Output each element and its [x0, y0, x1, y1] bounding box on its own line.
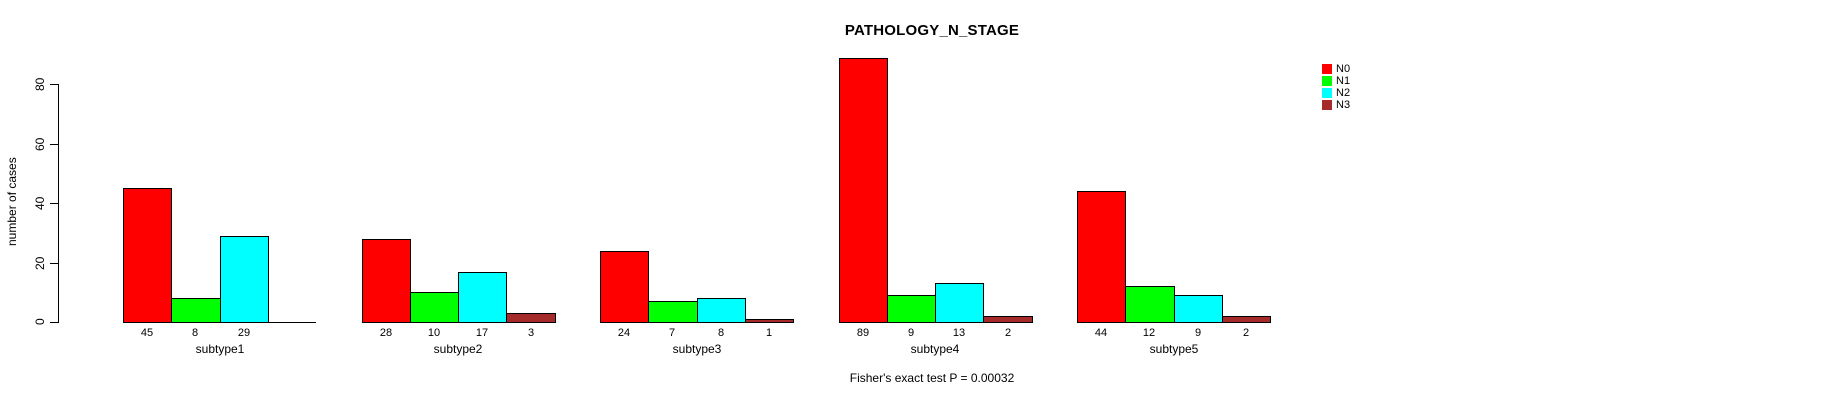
bar-N2-subtype1 — [220, 236, 269, 323]
bar-value-label: 9 — [1194, 327, 1202, 339]
y-axis-tick — [50, 263, 58, 264]
bar-N1-subtype4 — [887, 295, 936, 323]
legend-label: N1 — [1336, 74, 1351, 87]
y-axis-tick — [50, 84, 58, 85]
legend-item-N0: N0 — [1322, 63, 1350, 75]
legend: N0 N1 N2 N3 — [1322, 63, 1350, 111]
bar-value-label: 8 — [717, 327, 725, 339]
legend-swatch-N0 — [1322, 64, 1332, 74]
bar-N0-subtype5 — [1077, 191, 1126, 323]
y-axis-tick-label: 60 — [33, 137, 47, 151]
category-label: subtype4 — [910, 342, 960, 356]
category-label: subtype1 — [195, 342, 245, 356]
bar-value-label: 45 — [140, 327, 154, 339]
bar-value-label: 2 — [1242, 327, 1250, 339]
bar-value-label: 24 — [617, 327, 631, 339]
bar-value-label: 13 — [952, 327, 966, 339]
bar-value-label: 12 — [1142, 327, 1156, 339]
y-axis-tick-label: 80 — [33, 77, 47, 91]
legend-item-N3: N3 — [1322, 99, 1350, 111]
bar-value-label: 28 — [379, 327, 393, 339]
bar-N2-subtype3 — [697, 298, 746, 323]
bar-N0-subtype2 — [362, 239, 411, 323]
y-axis-tick — [50, 322, 58, 323]
bar-value-label: 9 — [907, 327, 915, 339]
bar-value-label: 8 — [191, 327, 199, 339]
bar-N1-subtype3 — [648, 301, 698, 323]
legend-label: N3 — [1336, 98, 1351, 111]
bar-value-label: 17 — [475, 327, 489, 339]
legend-swatch-N3 — [1322, 100, 1332, 110]
bar-value-label: 29 — [237, 327, 251, 339]
legend-swatch-N1 — [1322, 76, 1332, 86]
bar-value-label: 44 — [1094, 327, 1108, 339]
y-axis-tick — [50, 203, 58, 204]
bar-N1-subtype2 — [410, 292, 459, 323]
bar-value-label: 2 — [1004, 327, 1012, 339]
category-label: subtype3 — [672, 342, 722, 356]
legend-item-N2: N2 — [1322, 87, 1350, 99]
y-axis-tick-label: 0 — [33, 318, 47, 326]
chart-title: PATHOLOGY_N_STAGE — [844, 22, 1020, 39]
bar-value-label: 89 — [856, 327, 870, 339]
legend-swatch-N2 — [1322, 88, 1332, 98]
fisher-test-annotation: Fisher's exact test P = 0.00032 — [849, 371, 1015, 385]
bar-N3-subtype3 — [745, 319, 794, 323]
bar-value-label: 1 — [765, 327, 773, 339]
category-label: subtype2 — [433, 342, 483, 356]
bar-N0-subtype3 — [600, 251, 649, 323]
bar-N1-subtype5 — [1125, 286, 1175, 323]
bar-N3-subtype5 — [1222, 316, 1271, 323]
category-label: subtype5 — [1149, 342, 1199, 356]
bar-N3-subtype2 — [506, 313, 556, 323]
y-axis-tick-label: 20 — [33, 256, 47, 270]
bar-N0-subtype1 — [123, 188, 172, 323]
legend-item-N1: N1 — [1322, 75, 1350, 87]
legend-label: N2 — [1336, 86, 1351, 99]
bar-N2-subtype2 — [458, 272, 507, 323]
bar-value-label: 3 — [527, 327, 535, 339]
bar-N3-subtype4 — [983, 316, 1033, 323]
y-axis-tick — [50, 144, 58, 145]
y-axis-line — [58, 84, 59, 323]
bar-N2-subtype4 — [935, 283, 984, 323]
legend-label: N0 — [1336, 62, 1351, 75]
bar-N1-subtype1 — [171, 298, 221, 323]
bar-value-label: 10 — [427, 327, 441, 339]
bar-N2-subtype5 — [1174, 295, 1223, 323]
y-axis-tick-label: 40 — [33, 196, 47, 210]
bar-value-label: 7 — [668, 327, 676, 339]
bar-N0-subtype4 — [839, 58, 888, 323]
